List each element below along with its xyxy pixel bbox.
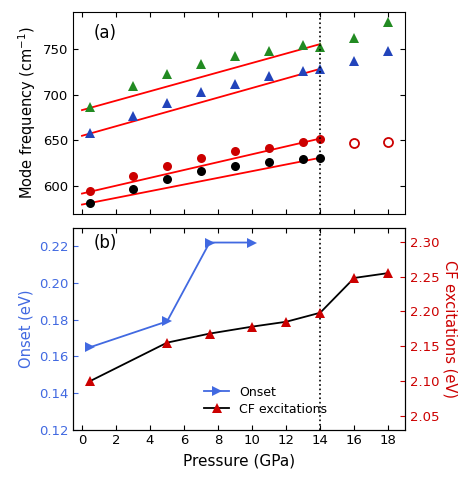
Y-axis label: Onset (eV): Onset (eV): [18, 289, 34, 368]
Text: (a): (a): [93, 24, 117, 42]
Y-axis label: CF excitations (eV): CF excitations (eV): [443, 260, 458, 398]
Legend: Onset, CF excitations: Onset, CF excitations: [201, 382, 331, 420]
Text: (b): (b): [93, 234, 117, 252]
Y-axis label: Mode frequency (cm$^{-1}$): Mode frequency (cm$^{-1}$): [16, 26, 37, 199]
X-axis label: Pressure (GPa): Pressure (GPa): [183, 453, 295, 468]
